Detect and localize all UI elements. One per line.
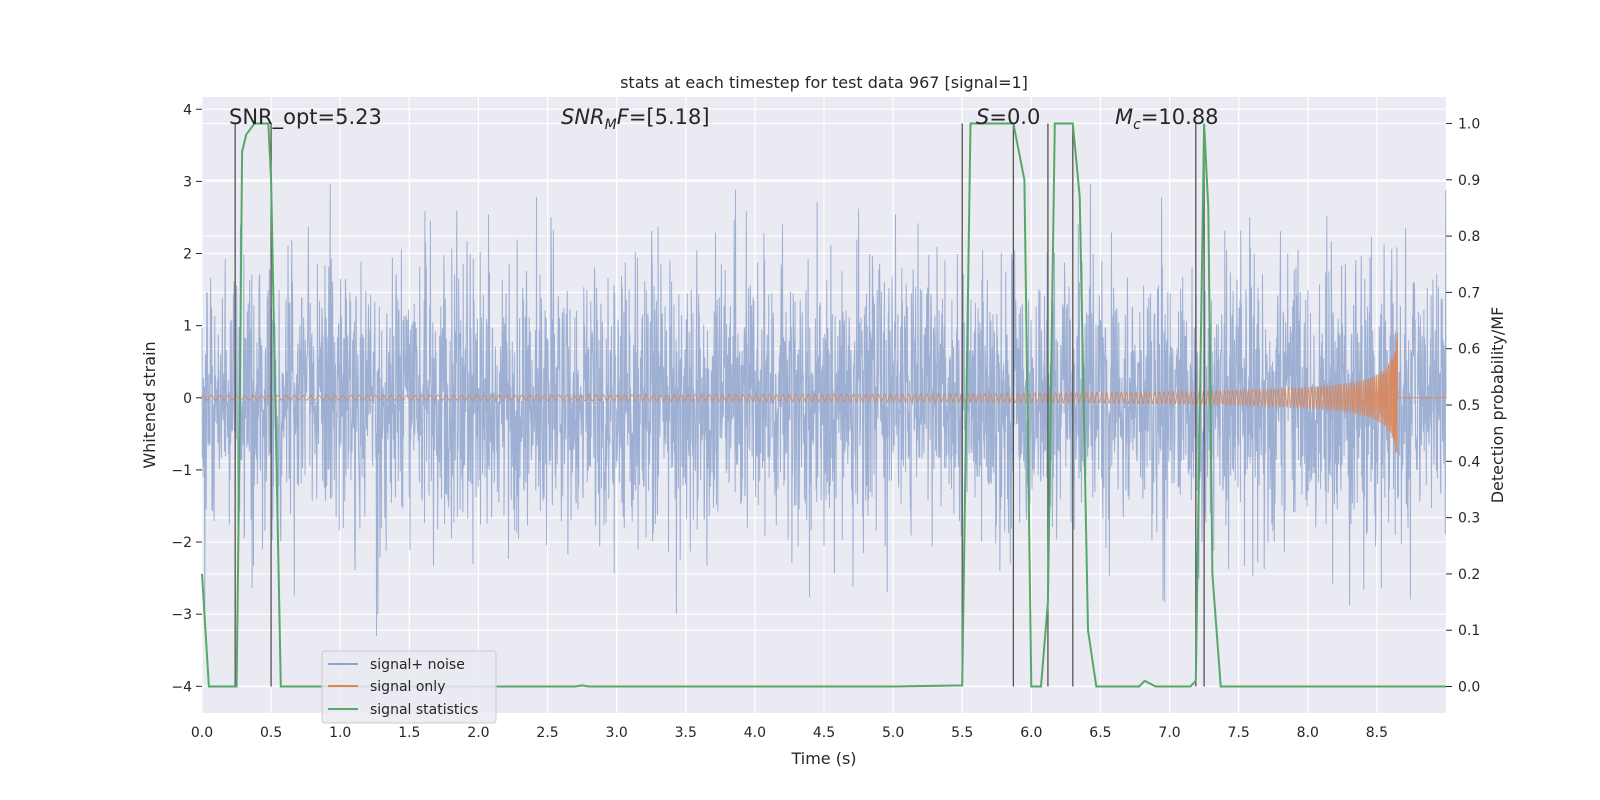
y-right-tick-label: 0.2	[1458, 567, 1480, 583]
y-right-tick-label: 0.1	[1458, 623, 1480, 639]
y-tick-label: −4	[171, 679, 192, 695]
legend-box	[321, 650, 497, 724]
x-tick-label: 5.5	[951, 725, 973, 741]
x-tick-label: 8.0	[1297, 725, 1319, 741]
x-tick-label: 4.5	[813, 725, 835, 741]
legend-label-signal-noise: signal+ noise	[370, 657, 465, 673]
x-tick-label: 6.0	[1020, 725, 1042, 741]
series-signal-only	[201, 332, 1446, 454]
x-tick-label: 1.0	[329, 725, 351, 741]
y-tick-label: −1	[171, 463, 192, 479]
vertical-markers	[234, 123, 1205, 687]
y-right-tick-label: 0.8	[1458, 229, 1480, 245]
y-axis-ticks: 4 3 2 1 0 −1 −2 −3 −4	[171, 102, 202, 695]
series-signal-statistics	[201, 122, 1446, 688]
y-right-tick-label: 0.6	[1458, 342, 1480, 358]
x-tick-label: 1.5	[398, 725, 420, 741]
signal-only-line	[201, 332, 1446, 454]
x-tick-label: 7.0	[1158, 725, 1180, 741]
x-tick-label: 0.0	[191, 725, 213, 741]
annotation-s: S=0.0	[976, 105, 1040, 129]
chart-title: stats at each timestep for test data 967…	[620, 73, 1028, 92]
x-tick-label: 2.0	[467, 725, 489, 741]
x-tick-label: 0.5	[260, 725, 282, 741]
legend: signal+ noise signal only signal statist…	[321, 650, 497, 724]
y-right-tick-label: 0.5	[1458, 398, 1480, 414]
annotation-mc: Mc=10.88	[1115, 105, 1219, 133]
y-tick-label: 3	[183, 174, 192, 190]
x-axis-ticks: 0.0 0.5 1.0 1.5 2.0 2.5 3.0 3.5 4.0 4.5 5.0 5.5 6.0 6…	[191, 725, 1388, 741]
x-tick-label: 5.0	[882, 725, 904, 741]
y-right-tick-label: 1.0	[1458, 116, 1480, 132]
statistics-line	[201, 122, 1446, 688]
annotation-snr-opt: SNR_opt=5.23	[229, 105, 382, 130]
legend-label-signal-only: signal only	[370, 679, 445, 695]
x-tick-label: 3.0	[606, 725, 628, 741]
x-tick-label: 4.0	[744, 725, 766, 741]
x-tick-label: 2.5	[536, 725, 558, 741]
x-axis-label: Time (s)	[790, 749, 856, 768]
y-right-tick-label: 0.3	[1458, 511, 1480, 527]
y-right-tick-label: 0.0	[1458, 680, 1480, 696]
x-tick-label: 3.5	[675, 725, 697, 741]
annotations: SNR_opt=5.23 SNRMF=[5.18] S=0.0 Mc=10.88	[229, 105, 1219, 133]
y-right-tick-label: 0.9	[1458, 173, 1480, 189]
legend-label-signal-statistics: signal statistics	[370, 702, 478, 718]
y-tick-label: 2	[183, 247, 192, 263]
y-right-tick-label: 0.4	[1458, 454, 1480, 470]
x-tick-label: 7.5	[1228, 725, 1250, 741]
y-axis-right-ticks: 1.0 0.9 0.8 0.7 0.6 0.5 0.4 0.3 0.2 0.1 0.0	[1446, 116, 1480, 696]
y-axis-right-label: Detection probability/MF	[1488, 307, 1507, 504]
y-tick-label: −3	[171, 607, 192, 623]
x-tick-label: 8.5	[1366, 725, 1388, 741]
noise-line	[201, 183, 1447, 637]
y-tick-label: 1	[183, 319, 192, 335]
x-tick-label: 6.5	[1089, 725, 1111, 741]
annotation-snr-mf: SNRMF=[5.18]	[561, 105, 710, 133]
y-axis-label: Whitened strain	[140, 341, 159, 468]
y-right-tick-label: 0.7	[1458, 285, 1480, 301]
y-tick-label: 0	[183, 391, 192, 407]
series-signal-noise	[201, 183, 1447, 637]
y-tick-label: 4	[183, 102, 192, 118]
y-tick-label: −2	[171, 535, 192, 551]
